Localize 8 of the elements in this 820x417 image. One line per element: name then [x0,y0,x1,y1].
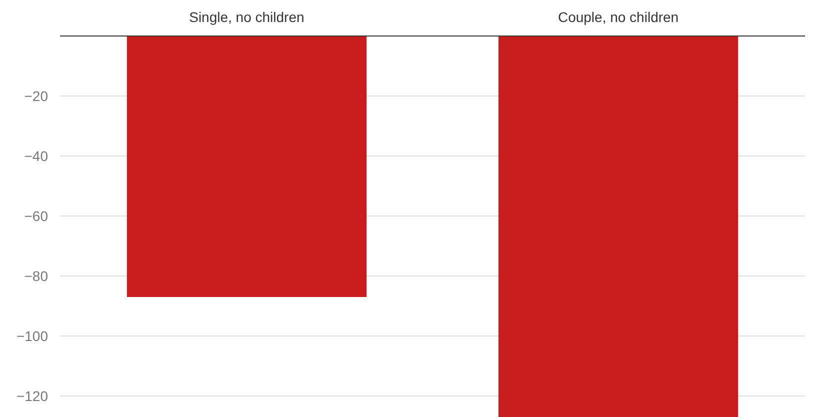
y-tick-label: −60 [24,208,48,224]
x-tick-label: Single, no children [189,9,304,25]
y-tick-label: −80 [24,268,48,284]
y-tick-label: −100 [16,328,48,344]
y-tick-label: −120 [16,388,48,404]
y-tick-label: −20 [24,88,48,104]
y-tick-label: −40 [24,148,48,164]
x-tick-label: Couple, no children [558,9,679,25]
